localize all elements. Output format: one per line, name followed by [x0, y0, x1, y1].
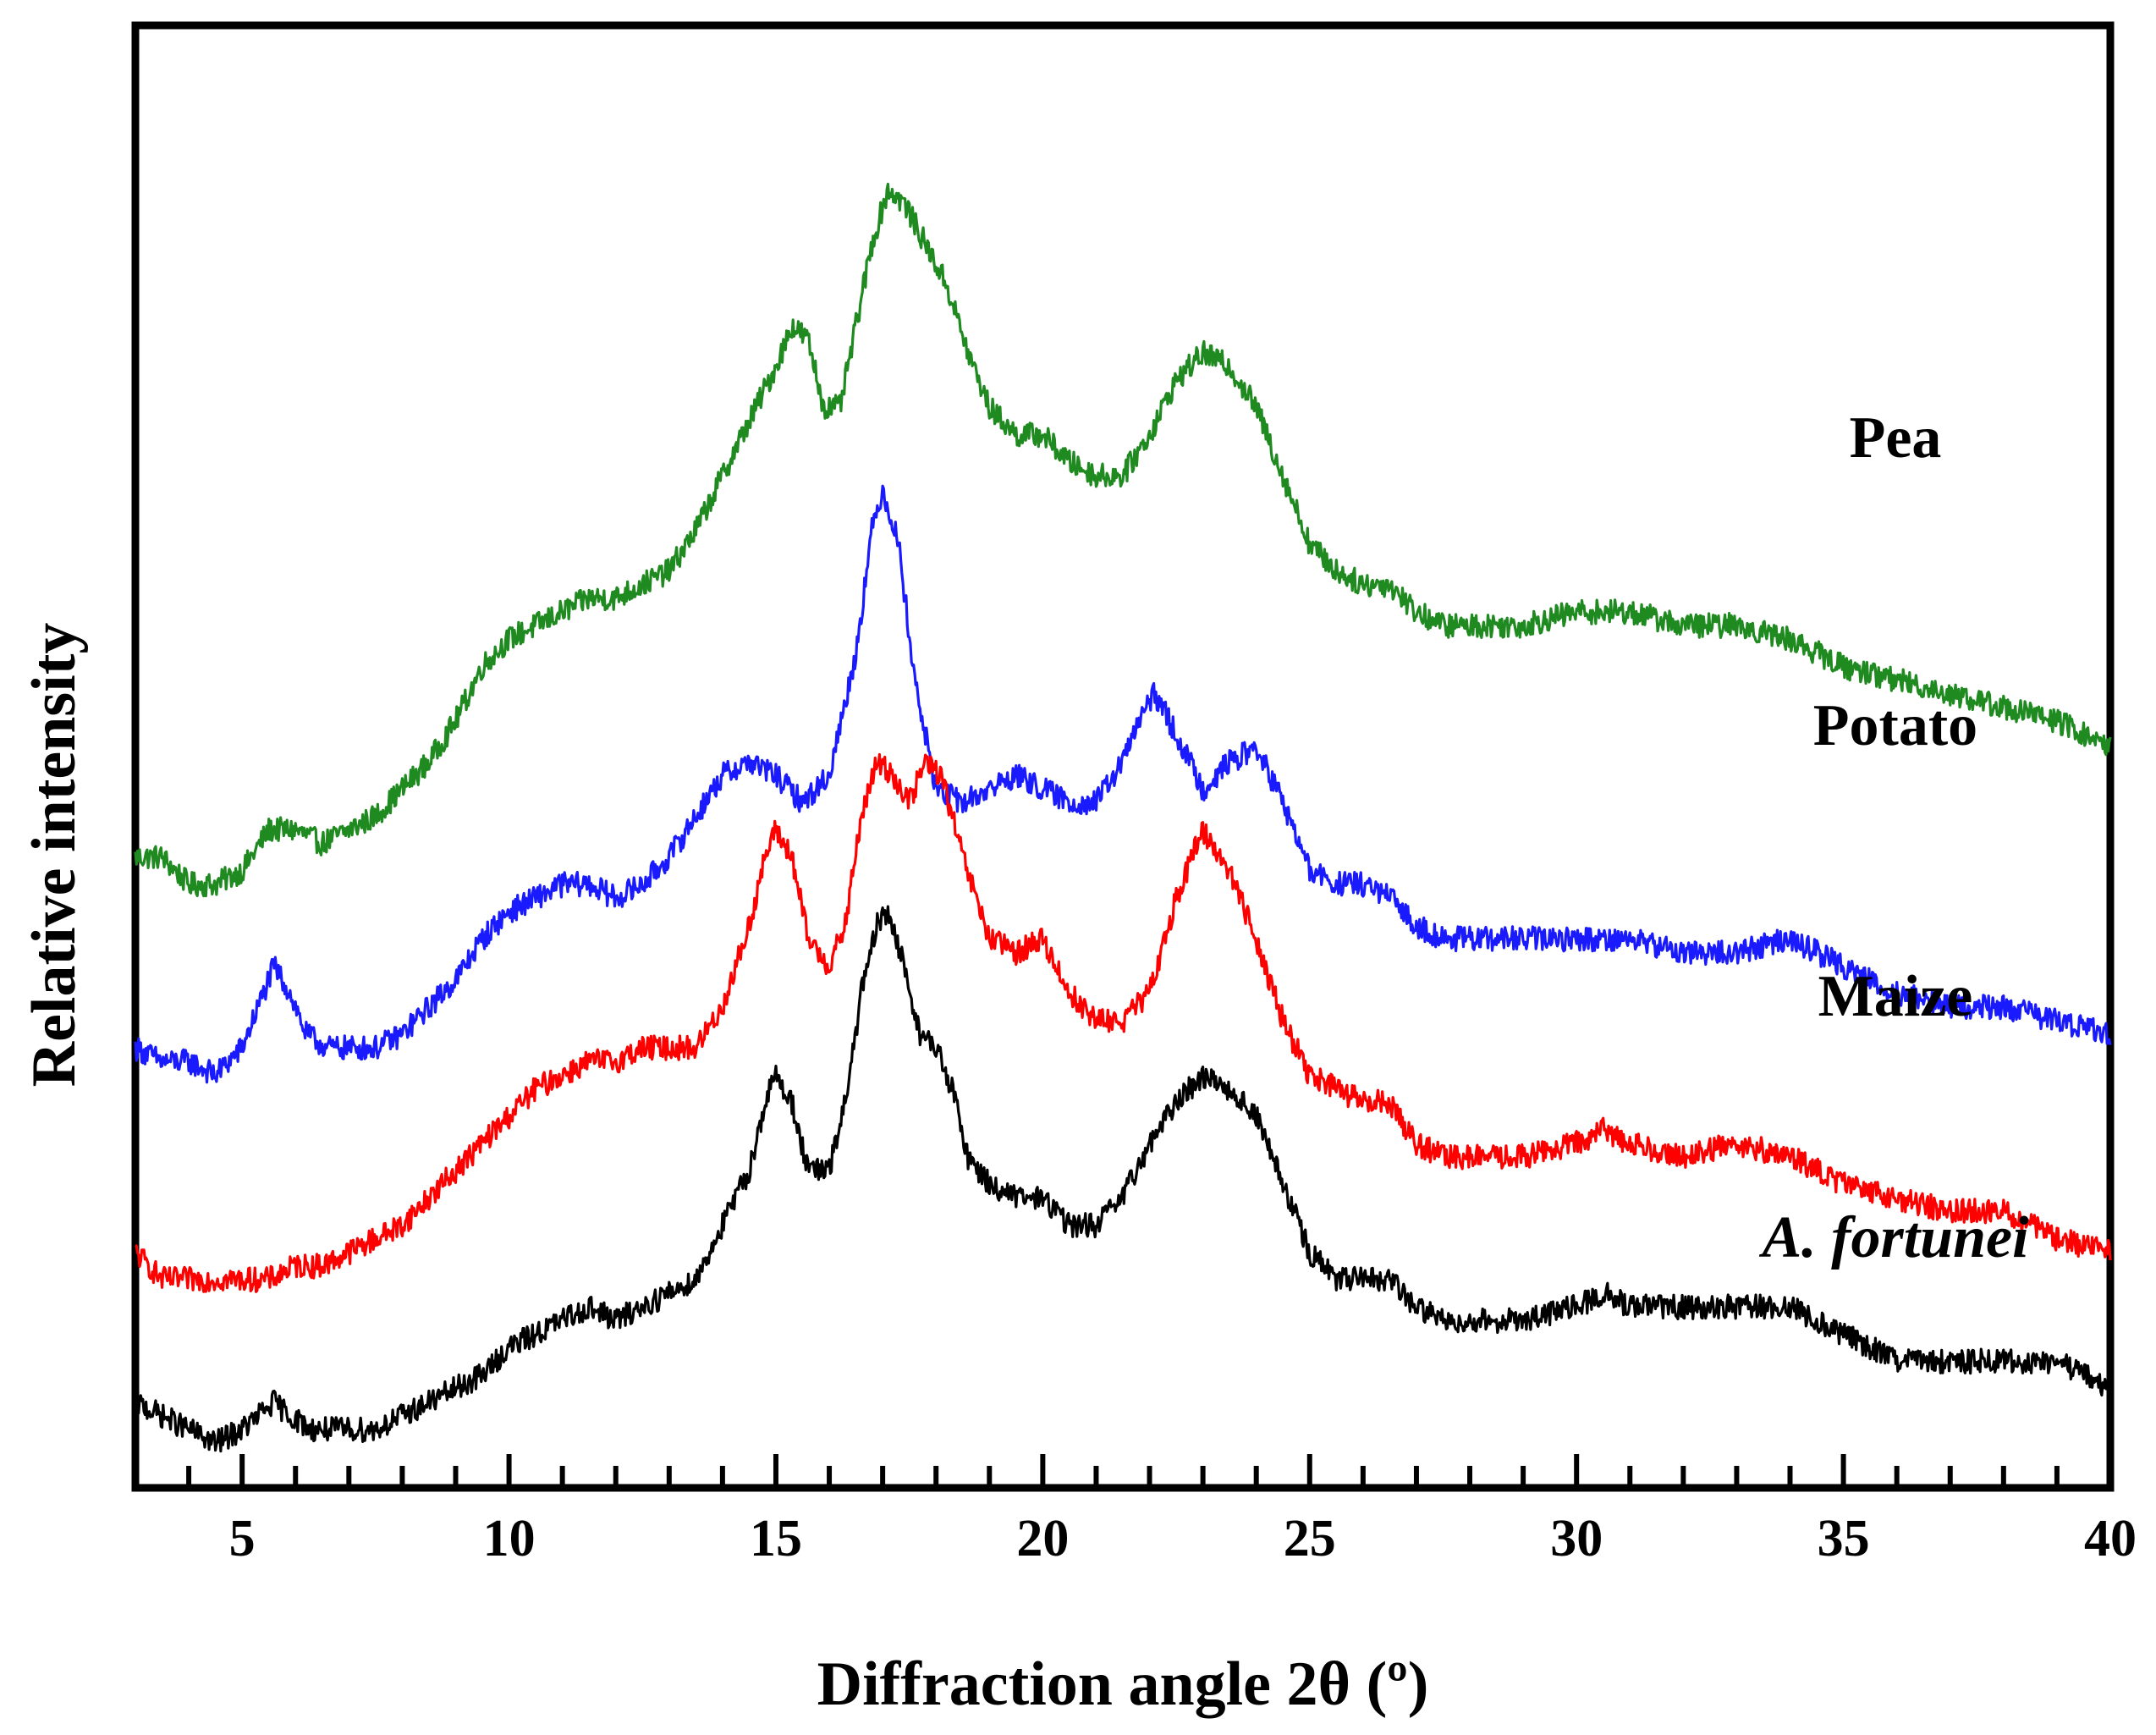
series-labels: Pea Potato Maize A. fortunei — [1758, 405, 2029, 1270]
x-tick-label: 5 — [229, 1510, 256, 1567]
x-tick-label: 15 — [750, 1510, 802, 1567]
series-label: Pea — [1850, 405, 1942, 471]
series-line-a-fortunei — [134, 905, 2112, 1453]
series-line-maize — [135, 752, 2112, 1293]
series-lines — [134, 182, 2112, 1453]
x-axis-ticks — [133, 1454, 2113, 1488]
plot-frame — [131, 21, 2115, 1492]
x-tick-label: 30 — [1550, 1510, 1603, 1567]
x-axis-title: Diffraction angle 2θ (º) — [817, 1650, 1429, 1719]
x-tick-label: 40 — [2084, 1510, 2137, 1567]
x-tick-label: 25 — [1284, 1510, 1336, 1567]
x-tick-label: 10 — [483, 1510, 536, 1567]
series-line-potato — [134, 484, 2112, 1084]
x-tick-label: 20 — [1016, 1510, 1069, 1567]
series-label: Potato — [1813, 693, 1977, 758]
series-line-pea — [134, 182, 2112, 898]
series-label: A. fortunei — [1758, 1205, 2029, 1270]
y-axis-title: Relative intensity — [19, 623, 89, 1088]
x-axis-tick-labels: 5 10 15 20 25 30 35 40 — [229, 1510, 2137, 1567]
x-tick-label: 35 — [1818, 1510, 1870, 1567]
series-label: Maize — [1818, 964, 1973, 1029]
